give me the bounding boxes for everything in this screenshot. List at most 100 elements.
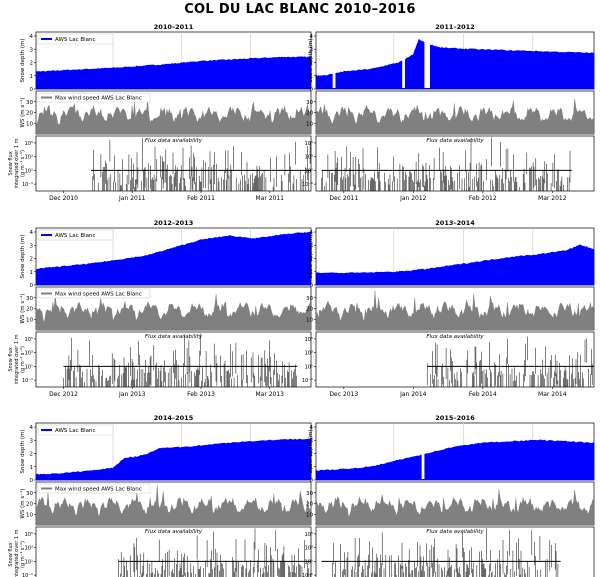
snow-depth-area [35,231,312,286]
flux-availability-title: Flux data availability [426,529,484,535]
flux-axes [35,135,312,192]
legend-label-snow: AWS Lac Blanc [55,428,96,434]
snow-ytick-label: 0 [310,478,314,484]
wind-speed-area [315,489,595,526]
flux-ytick-label: 10⁵ [305,532,313,538]
panel-0: 2010–2011 0 1 2 3 4 Snow depth (m) AWS Lac Blan… [8,23,312,202]
flux-ytick-label: 10³ [25,155,33,161]
month-tick-label: Feb 2012 [469,195,497,202]
month-tick-label: Mar 2012 [538,195,567,202]
wind-legend: Max wind speed AWS Lac Blanc [37,483,151,494]
wind-ytick-label: 10 [306,121,313,127]
flux-ytick-label: 10⁻¹ [302,573,313,577]
snow-data-gap [402,33,405,88]
flux-ytick-label: 10⁵ [25,532,33,538]
snow-ytick-label: 0 [30,87,34,93]
snow-ytick-label: 0 [30,283,34,289]
flux-ytick-label: 10¹ [305,168,313,174]
wind-ytick-label: 30 [306,296,313,302]
month-tick-label: Feb 2011 [187,195,215,202]
month-tick-label: Mar 2011 [256,195,285,202]
legend-label-snow: AWS Lac Blanc [55,37,96,43]
flux-availability-title: Flux data availability [426,138,484,144]
snow-ytick-label: 2 [310,452,314,458]
snow-ylabel-right: Snow depth (m) [308,235,314,279]
snow-ytick-label: 4 [30,425,34,431]
flux-ytick-label: 10¹ [25,168,33,174]
flux-ytick-label: 10⁵ [305,337,313,343]
snow-ytick-label: 4 [30,230,34,236]
snow-ytick-label: 4 [310,230,314,236]
snow-data-gap [424,33,430,88]
snow-depth-area [315,38,595,90]
month-tick-label: Jan 2014 [399,391,427,398]
wind-ylabel: WS (m s⁻¹) [19,488,26,518]
snow-depth-area [35,438,312,481]
snow-flux-series [321,137,571,191]
flux-ylabel-line: Snow flux [8,347,14,371]
wind-ylabel: WS (m s⁻¹) [19,293,26,323]
snow-ytick-label: 3 [30,243,34,249]
flux-ytick-label: 10⁵ [305,141,313,147]
snow-data-gap [421,424,425,479]
snow-ytick-label: 2 [30,61,34,67]
snow-ytick-label: 1 [310,74,314,80]
flux-ytick-label: 10³ [305,351,313,357]
snow-legend: AWS Lac Blanc [37,424,114,436]
legend-box [37,288,151,299]
snow-flux-series [426,336,593,387]
snow-ytick-label: 3 [310,243,314,249]
wind-speed-area [35,99,312,135]
flux-ytick-label: 10¹ [305,364,313,370]
snow-ytick-label: 4 [30,34,34,40]
panel-title: 2011–2012 [435,23,474,31]
flux-ytick-label: 10⁻¹ [22,378,33,384]
panel-title: 2014–2015 [154,414,194,422]
flux-ytick-label: 10¹ [25,364,33,370]
legend-box [37,424,114,436]
wind-speed-area [35,485,312,526]
snow-ytick-label: 3 [30,47,34,53]
flux-axes [35,526,312,577]
flux-ylabel-line: Snow flux [8,542,14,566]
month-tick-label: Jan 2013 [118,391,146,398]
snow-ylabel: Snow depth (m) [20,235,26,279]
panel-title: 2015–2016 [435,414,475,422]
flux-ylabel-line: integrated over 1 m [14,529,20,577]
snow-ytick-label: 0 [310,283,314,289]
wind-ytick-label: 20 [26,502,33,508]
flux-ylabel-line: Snow flux [8,151,14,175]
snow-depth-area [35,56,312,90]
wind-ytick-label: 20 [26,111,33,117]
flux-ytick-label: 10³ [25,546,33,552]
flux-ytick-label: 10⁻¹ [22,573,33,577]
flux-ylabel-line: (g m⁻¹ s⁻¹) [20,150,26,177]
legend-box [37,229,114,241]
flux-availability-title: Flux data availability [145,138,203,144]
legend-box [37,92,151,103]
snow-ytick-label: 3 [30,438,34,444]
wind-ytick-label: 10 [306,512,313,518]
snow-ylabel-right: Snow depth (m) [308,430,314,474]
snow-depth-area [315,439,595,481]
snow-ytick-label: 4 [310,425,314,431]
snow-flux-series [332,528,559,577]
snow-depth-area [315,244,595,286]
snow-flux-series [92,137,311,191]
panel-title: 2010–2011 [154,23,194,31]
month-tick-label: Dec 2010 [49,195,78,202]
snow-ylabel: Snow depth (m) [20,39,26,83]
flux-availability-title: Flux data availability [426,334,484,340]
month-tick-label: Jan 2011 [118,195,146,202]
legend-box [37,483,151,494]
month-tick-label: Mar 2013 [256,391,285,398]
wind-ytick-label: 10 [26,121,33,127]
snow-ylabel-right: Snow depth (m) [308,39,314,83]
snow-ytick-label: 2 [310,61,314,67]
snow-ytick-label: 2 [30,452,34,458]
